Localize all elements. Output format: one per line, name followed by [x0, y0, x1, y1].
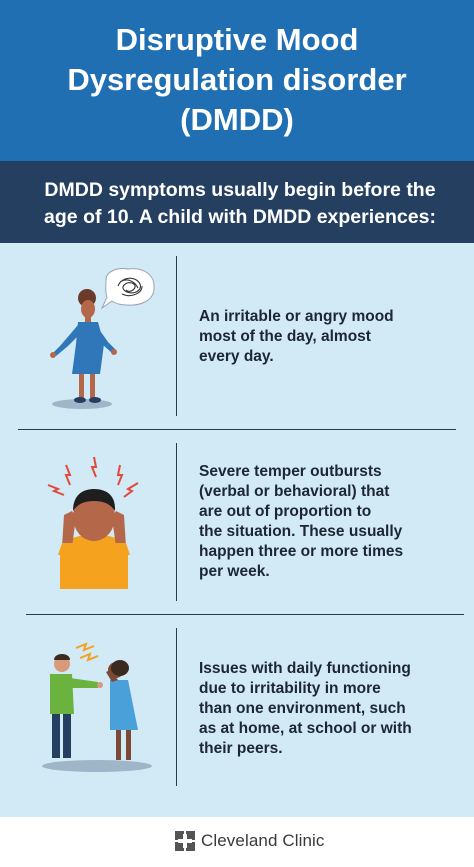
speech-bubble — [100, 268, 155, 310]
symptom-2-line-2: (verbal or behavioral) that — [199, 483, 390, 500]
face-shape — [81, 300, 95, 318]
symptom-1-line-2: most of the day, almost — [199, 328, 371, 345]
adult-left-leg-shape — [52, 714, 60, 758]
right-hand-shape — [111, 349, 117, 355]
right-arm-shape — [94, 325, 116, 353]
symptom-3-line-1: Issues with daily functioning — [199, 660, 411, 677]
left-arm-shape — [62, 511, 76, 547]
brand-logo-group: Cleveland Clinic — [175, 828, 325, 854]
adult-right-leg-shape — [63, 714, 71, 758]
anger-mark-icon — [116, 464, 124, 486]
symptom-text-1: An irritable or angry mood most of the d… — [199, 307, 454, 367]
face-shape — [73, 493, 115, 541]
scribble-icon — [117, 277, 143, 297]
anger-mark-icon — [64, 464, 72, 486]
symptom-text-2: Severe temper outbursts (verbal or behav… — [199, 462, 454, 582]
symptom-1-line-1: An irritable or angry mood — [199, 308, 394, 325]
brand-name: Cleveland Clinic — [201, 831, 325, 850]
hair-shape — [73, 489, 116, 511]
title-line-2: Dysregulation disorder — [67, 62, 407, 97]
irritable-child-illustration — [50, 268, 155, 409]
title-line-3: (DMDD) — [180, 102, 294, 137]
intro-text: DMDD symptoms usually begin before the a… — [20, 177, 460, 231]
left-arm-shape — [52, 325, 82, 356]
divider-vertical-3 — [176, 628, 177, 786]
symptom-text-3: Issues with daily functioning due to irr… — [199, 659, 454, 759]
anger-mark-icon — [90, 456, 98, 478]
right-leg-shape — [90, 374, 95, 398]
adult-hair-shape — [54, 654, 70, 660]
temper-outburst-illustration — [47, 456, 139, 589]
cleveland-clinic-logo-icon — [175, 831, 195, 851]
intro-banner — [0, 161, 474, 243]
symptom-1-line-3: every day. — [199, 348, 274, 365]
anger-mark-icon — [75, 642, 95, 652]
title-banner — [0, 0, 474, 161]
intro-line-2: age of 10. A child with DMDD experiences… — [44, 206, 436, 228]
symptom-3-line-3: than one environment, such — [199, 700, 406, 717]
symptom-2-line-3: are out of proportion to — [199, 503, 372, 520]
footer — [0, 817, 474, 867]
divider-vertical-1 — [176, 256, 177, 416]
left-shoe-shape — [74, 397, 86, 403]
title-line-1: Disruptive Mood — [115, 22, 359, 57]
adult-shirt-shape — [50, 674, 74, 714]
symptom-2-line-4: the situation. These usually — [199, 523, 403, 540]
anger-mark-icon — [79, 652, 99, 662]
left-hand-shape — [50, 352, 56, 358]
page-title: Disruptive Mood Dysregulation disorder (… — [0, 20, 474, 140]
right-sleeve-shape — [112, 543, 130, 555]
symptom-2-line-1: Severe temper outbursts — [199, 463, 382, 480]
anger-mark-icon — [47, 484, 65, 496]
symptom-2-line-6: per week. — [199, 563, 270, 580]
shadow-shape — [42, 760, 152, 772]
adult-hand-shape — [97, 682, 103, 688]
divider-horizontal-2 — [26, 614, 464, 615]
left-sleeve-shape — [58, 543, 76, 555]
daily-functioning-illustration — [42, 642, 152, 772]
anger-mark-icon — [123, 482, 139, 498]
left-leg-shape — [79, 374, 84, 398]
child-left-leg-shape — [116, 730, 121, 760]
right-arm-shape — [112, 511, 126, 547]
neck-shape — [85, 316, 91, 322]
right-shoe-shape — [89, 397, 101, 403]
symptom-2-line-5: happen three or more times — [199, 543, 404, 560]
shirt-shape — [60, 535, 128, 589]
child-hair-shape — [111, 660, 129, 676]
intro-line-1: DMDD symptoms usually begin before the — [44, 179, 436, 201]
divider-horizontal-1 — [18, 429, 456, 430]
child-arm-shape — [106, 670, 118, 682]
divider-vertical-2 — [176, 443, 177, 601]
symptom-3-line-5: their peers. — [199, 740, 283, 757]
symptom-3-line-2: due to irritability in more — [199, 680, 381, 697]
child-right-leg-shape — [126, 730, 131, 760]
child-dress-shape — [110, 680, 138, 730]
symptom-3-line-4: as at home, at school or with — [199, 720, 412, 737]
adult-arm-shape — [70, 678, 98, 688]
